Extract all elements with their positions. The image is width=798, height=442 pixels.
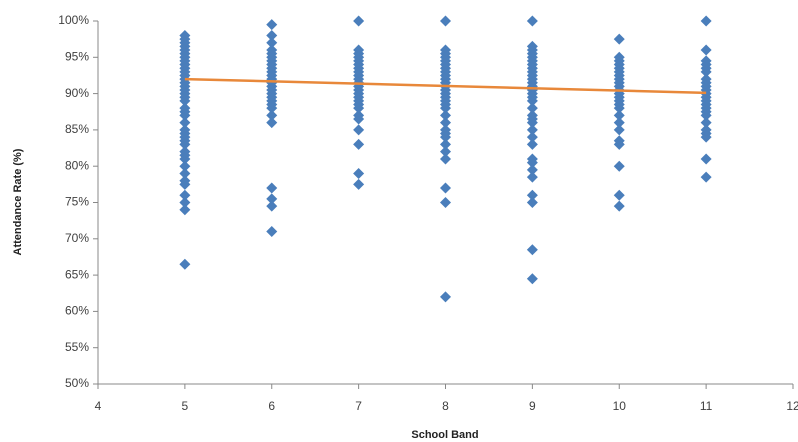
- point: [266, 117, 278, 129]
- point: [526, 157, 538, 169]
- point: [266, 37, 278, 49]
- y-tick-label: 80%: [65, 158, 89, 172]
- y-tick-label: 65%: [65, 267, 89, 281]
- x-tick-label: 6: [268, 399, 275, 413]
- point: [526, 244, 538, 256]
- point: [526, 197, 538, 208]
- x-tick-label: 12: [786, 399, 798, 413]
- point: [266, 200, 278, 212]
- point: [179, 204, 191, 216]
- x-tick-label: 9: [529, 399, 536, 413]
- point: [266, 30, 278, 42]
- point: [353, 15, 365, 27]
- point: [700, 131, 712, 143]
- point: [179, 167, 191, 179]
- point: [440, 291, 451, 303]
- x-tick-label: 8: [442, 399, 449, 413]
- x-tick-label: 5: [182, 399, 189, 413]
- point: [613, 102, 625, 114]
- point: [440, 182, 451, 194]
- point: [526, 95, 538, 107]
- point: [440, 153, 451, 165]
- x-tick-label: 11: [700, 399, 713, 413]
- point: [353, 138, 365, 150]
- point: [353, 124, 365, 136]
- point: [613, 117, 625, 129]
- point: [526, 117, 538, 129]
- point: [613, 160, 625, 172]
- point: [700, 15, 712, 27]
- point: [266, 193, 278, 205]
- point: [526, 15, 538, 27]
- point: [526, 164, 538, 176]
- point: [353, 102, 365, 114]
- point: [613, 189, 625, 201]
- point: [440, 131, 451, 143]
- point: [700, 66, 712, 78]
- point: [179, 95, 191, 107]
- point: [613, 33, 625, 45]
- point: [526, 189, 538, 201]
- x-axis-title: School Band: [411, 429, 478, 441]
- point: [526, 124, 538, 136]
- y-tick-label: 60%: [65, 304, 89, 318]
- point: [179, 109, 191, 121]
- point: [700, 171, 712, 183]
- y-tick-label: 50%: [65, 376, 89, 390]
- y-tick-label: 55%: [65, 340, 89, 354]
- point: [526, 138, 538, 150]
- point: [353, 178, 365, 190]
- point: [179, 189, 191, 201]
- point: [440, 138, 451, 150]
- y-tick-label: 75%: [65, 195, 89, 209]
- point: [526, 171, 538, 183]
- y-tick-label: 85%: [65, 122, 89, 136]
- point: [266, 109, 278, 121]
- point: [179, 117, 191, 129]
- y-axis-title: Attendance Rate (%): [12, 148, 24, 255]
- point: [440, 197, 451, 208]
- point: [179, 258, 191, 270]
- point: [266, 182, 278, 194]
- y-tick-label: 90%: [65, 86, 89, 100]
- point: [266, 19, 278, 31]
- point: [440, 109, 451, 121]
- x-tick-label: 7: [355, 399, 362, 413]
- y-tick-label: 95%: [65, 49, 89, 63]
- point: [700, 109, 712, 121]
- point: [353, 167, 365, 179]
- y-tick-label: 100%: [58, 13, 89, 27]
- point: [440, 146, 451, 158]
- point: [613, 200, 625, 212]
- point: [526, 273, 538, 285]
- trendline: [184, 77, 707, 95]
- point: [179, 153, 191, 165]
- point: [613, 124, 625, 136]
- y-tick-label: 70%: [65, 231, 89, 245]
- x-tick-label: 10: [613, 399, 627, 413]
- point: [266, 226, 278, 238]
- point: [613, 138, 625, 150]
- point: [179, 178, 191, 190]
- point: [440, 117, 451, 129]
- point: [266, 102, 278, 114]
- point: [526, 131, 538, 143]
- point: [353, 113, 365, 125]
- point: [526, 102, 538, 114]
- point: [179, 138, 191, 150]
- point: [440, 102, 451, 114]
- point: [440, 15, 451, 27]
- point: [613, 109, 625, 121]
- x-tick-label: 4: [95, 399, 102, 413]
- point: [700, 44, 712, 56]
- point: [700, 153, 712, 165]
- point: [179, 197, 191, 208]
- point: [179, 160, 191, 172]
- point: [700, 117, 712, 129]
